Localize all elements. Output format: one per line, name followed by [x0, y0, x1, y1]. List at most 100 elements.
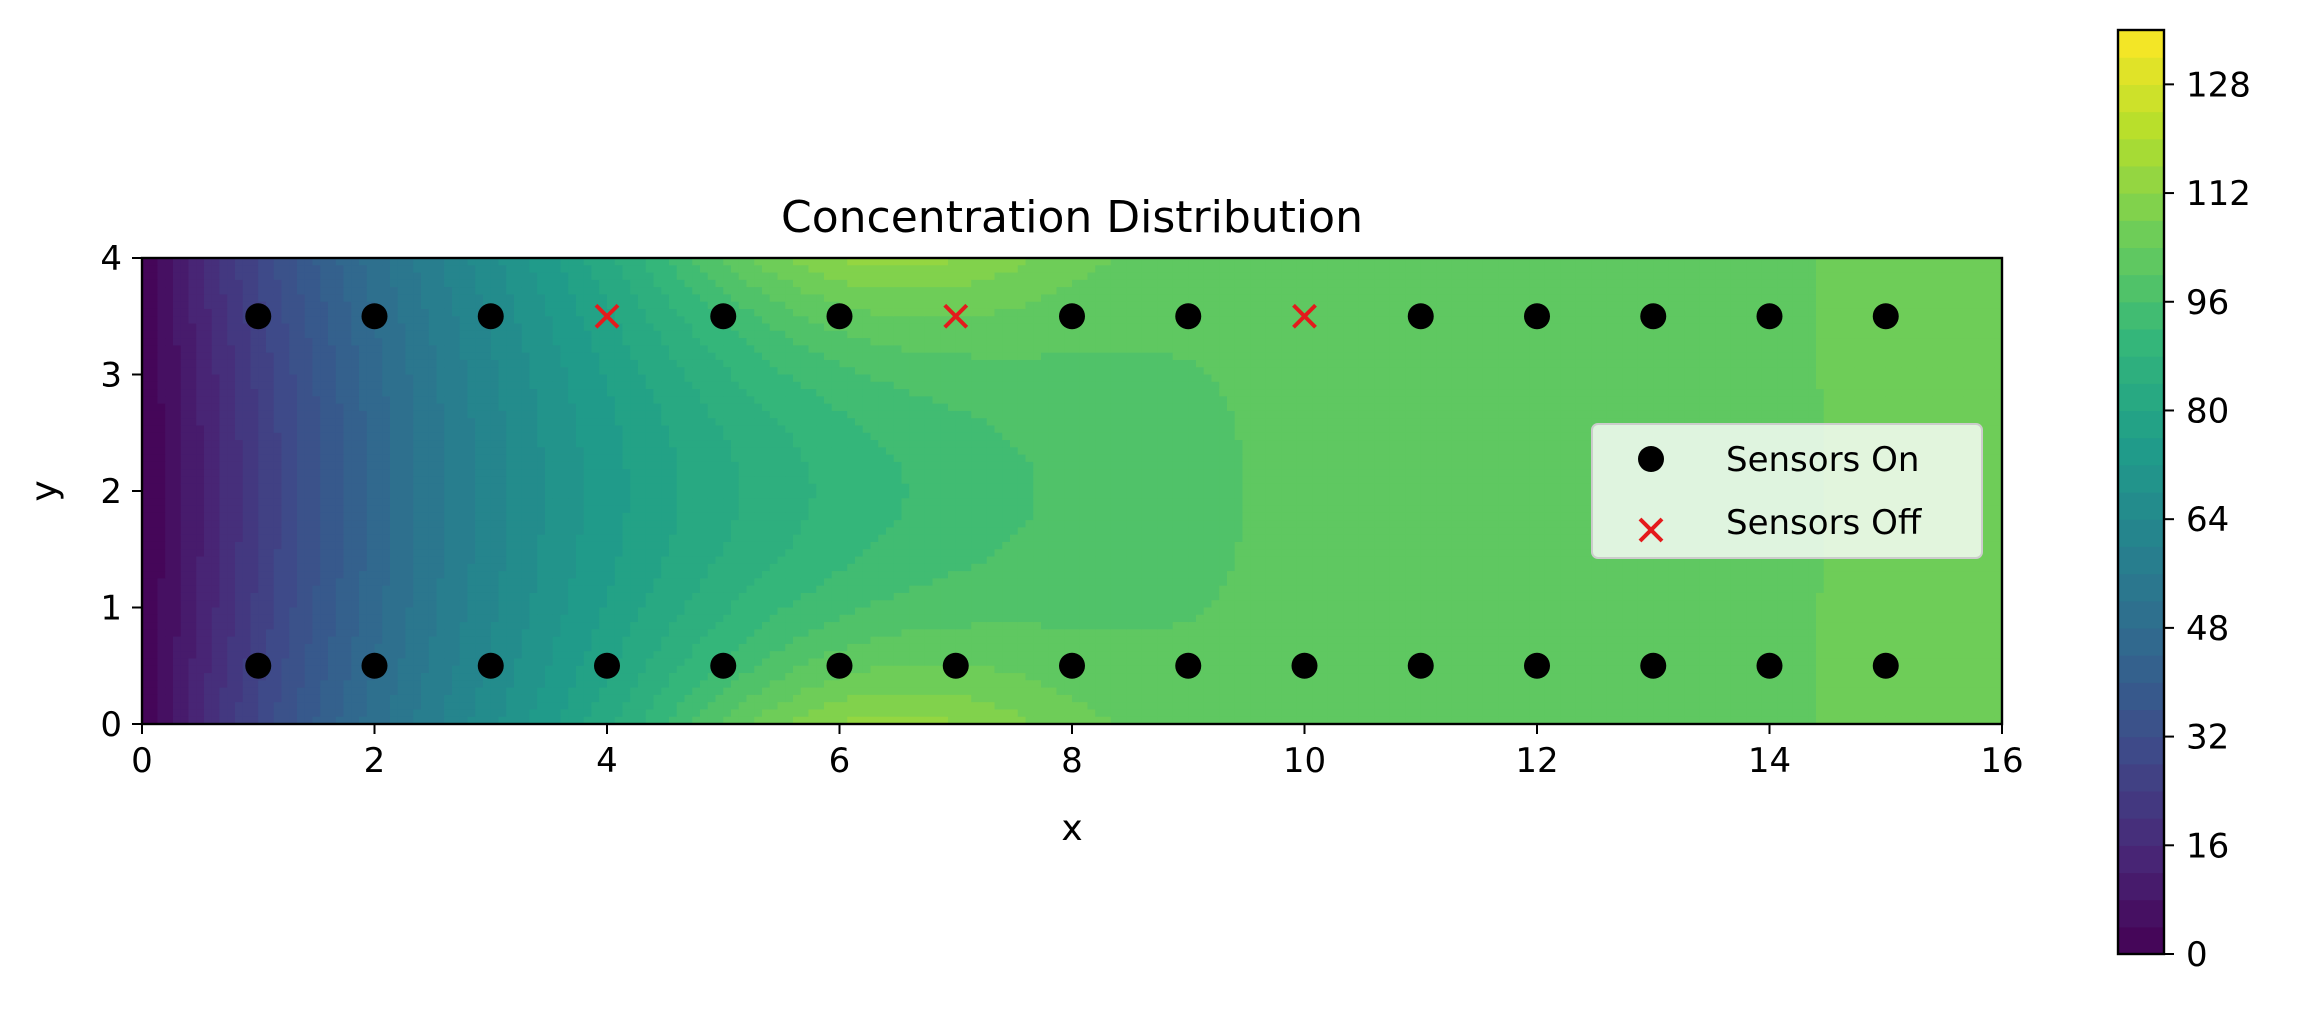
heatmap-cell — [467, 454, 476, 463]
heatmap-cell — [436, 534, 445, 543]
heatmap-cell — [529, 432, 538, 441]
heatmap-cell — [211, 491, 221, 499]
heatmap-cell — [459, 643, 469, 652]
heatmap-cell — [498, 622, 507, 630]
heatmap-cell — [266, 265, 275, 274]
heatmap-cell — [490, 600, 500, 609]
heatmap-cell — [560, 440, 569, 448]
heatmap-cell — [335, 381, 345, 390]
heatmap-cell — [173, 592, 182, 601]
heatmap-cell — [483, 534, 492, 543]
heatmap-cell — [382, 483, 391, 492]
heatmap-cell — [382, 287, 391, 296]
heatmap-cell — [188, 381, 197, 390]
heatmap-cell — [289, 665, 298, 674]
heatmap-cell — [700, 359, 709, 368]
heatmap-cell — [397, 294, 407, 303]
heatmap-cell — [351, 374, 360, 383]
heatmap-cell — [599, 396, 608, 405]
heatmap-cell — [359, 461, 368, 470]
heatmap-cell — [669, 338, 678, 346]
heatmap-cell — [157, 338, 166, 346]
heatmap-cell — [421, 498, 430, 507]
heatmap-cell — [304, 469, 314, 478]
heatmap-cell — [335, 432, 345, 441]
heatmap-cell — [738, 505, 748, 514]
heatmap-cell — [242, 592, 252, 601]
heatmap-cell — [320, 629, 329, 638]
heatmap-cell — [521, 425, 531, 434]
heatmap-cell — [142, 541, 151, 550]
heatmap-cell — [165, 658, 174, 667]
heatmap-cell — [242, 265, 252, 274]
heatmap-cell — [343, 607, 352, 616]
heatmap-cell — [483, 294, 492, 303]
heatmap-cell — [599, 512, 608, 521]
heatmap-cell — [320, 352, 329, 361]
heatmap-cell — [219, 651, 228, 660]
heatmap-cell — [630, 716, 639, 724]
heatmap-cell — [382, 330, 391, 339]
heatmap-cell — [157, 410, 166, 419]
heatmap-cell — [684, 476, 693, 485]
heatmap-cell — [242, 600, 252, 609]
heatmap-cell — [173, 658, 182, 667]
heatmap-cell — [638, 323, 647, 332]
heatmap-cell — [335, 505, 345, 514]
heatmap-cell — [692, 622, 701, 630]
heatmap-cell — [653, 571, 662, 579]
heatmap-cell — [405, 600, 414, 609]
heatmap-cell — [142, 367, 151, 376]
heatmap-cell — [157, 469, 166, 478]
heatmap-cell — [529, 381, 538, 390]
heatmap-cell — [312, 491, 321, 499]
heatmap-cell — [188, 592, 197, 601]
heatmap-cell — [444, 673, 453, 681]
heatmap-cell — [142, 505, 151, 514]
heatmap-cell — [622, 469, 631, 478]
heatmap-cell — [700, 651, 709, 660]
heatmap-cell — [180, 381, 190, 390]
heatmap-cell — [196, 694, 205, 703]
heatmap-cell — [661, 287, 670, 296]
heatmap-cell — [676, 359, 686, 368]
heatmap-cell — [599, 469, 608, 478]
heatmap-cell — [157, 374, 166, 383]
heatmap-cell — [266, 563, 275, 572]
heatmap-cell — [219, 556, 228, 565]
heatmap-cell — [583, 709, 593, 718]
heatmap-cell — [475, 614, 484, 623]
heatmap-cell — [545, 345, 554, 354]
heatmap-cell — [204, 338, 213, 346]
heatmap-cell — [405, 432, 414, 441]
heatmap-cell — [514, 352, 523, 361]
heatmap-cell — [413, 403, 422, 412]
heatmap-cell — [397, 673, 407, 681]
heatmap-cell — [653, 359, 662, 368]
heatmap-cell — [645, 680, 655, 689]
heatmap-cell — [428, 571, 438, 579]
heatmap-cell — [196, 410, 205, 419]
heatmap-cell — [475, 694, 484, 703]
heatmap-cell — [514, 680, 523, 689]
heatmap-cell — [266, 279, 275, 288]
heatmap-cell — [661, 665, 670, 674]
heatmap-cell — [506, 512, 515, 521]
heatmap-cell — [560, 614, 569, 623]
heatmap-cell — [250, 359, 259, 368]
heatmap-cell — [483, 359, 492, 368]
heatmap-cell — [382, 629, 391, 638]
heatmap-cell — [382, 505, 391, 514]
heatmap-cell — [382, 709, 391, 718]
heatmap-cell — [211, 432, 221, 441]
heatmap-cell — [335, 323, 345, 332]
heatmap-cell — [614, 600, 624, 609]
heatmap-cell — [351, 651, 360, 660]
heatmap-cell — [335, 483, 345, 492]
heatmap-cell — [452, 563, 461, 572]
heatmap-cell — [281, 272, 290, 281]
heatmap-cell — [157, 563, 166, 572]
heatmap-cell — [537, 592, 546, 601]
heatmap-cell — [715, 345, 724, 354]
heatmap-cell — [622, 614, 631, 623]
